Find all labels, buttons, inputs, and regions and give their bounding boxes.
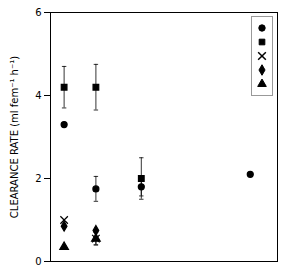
svg-text:6: 6 (35, 7, 41, 18)
svg-text:0: 0 (35, 256, 41, 267)
svg-text:2: 2 (35, 173, 41, 184)
svg-text:4: 4 (35, 90, 41, 101)
svg-text:CLEARANCE RATE (ml fem⁻¹ h⁻¹): CLEARANCE RATE (ml fem⁻¹ h⁻¹) (9, 56, 20, 218)
